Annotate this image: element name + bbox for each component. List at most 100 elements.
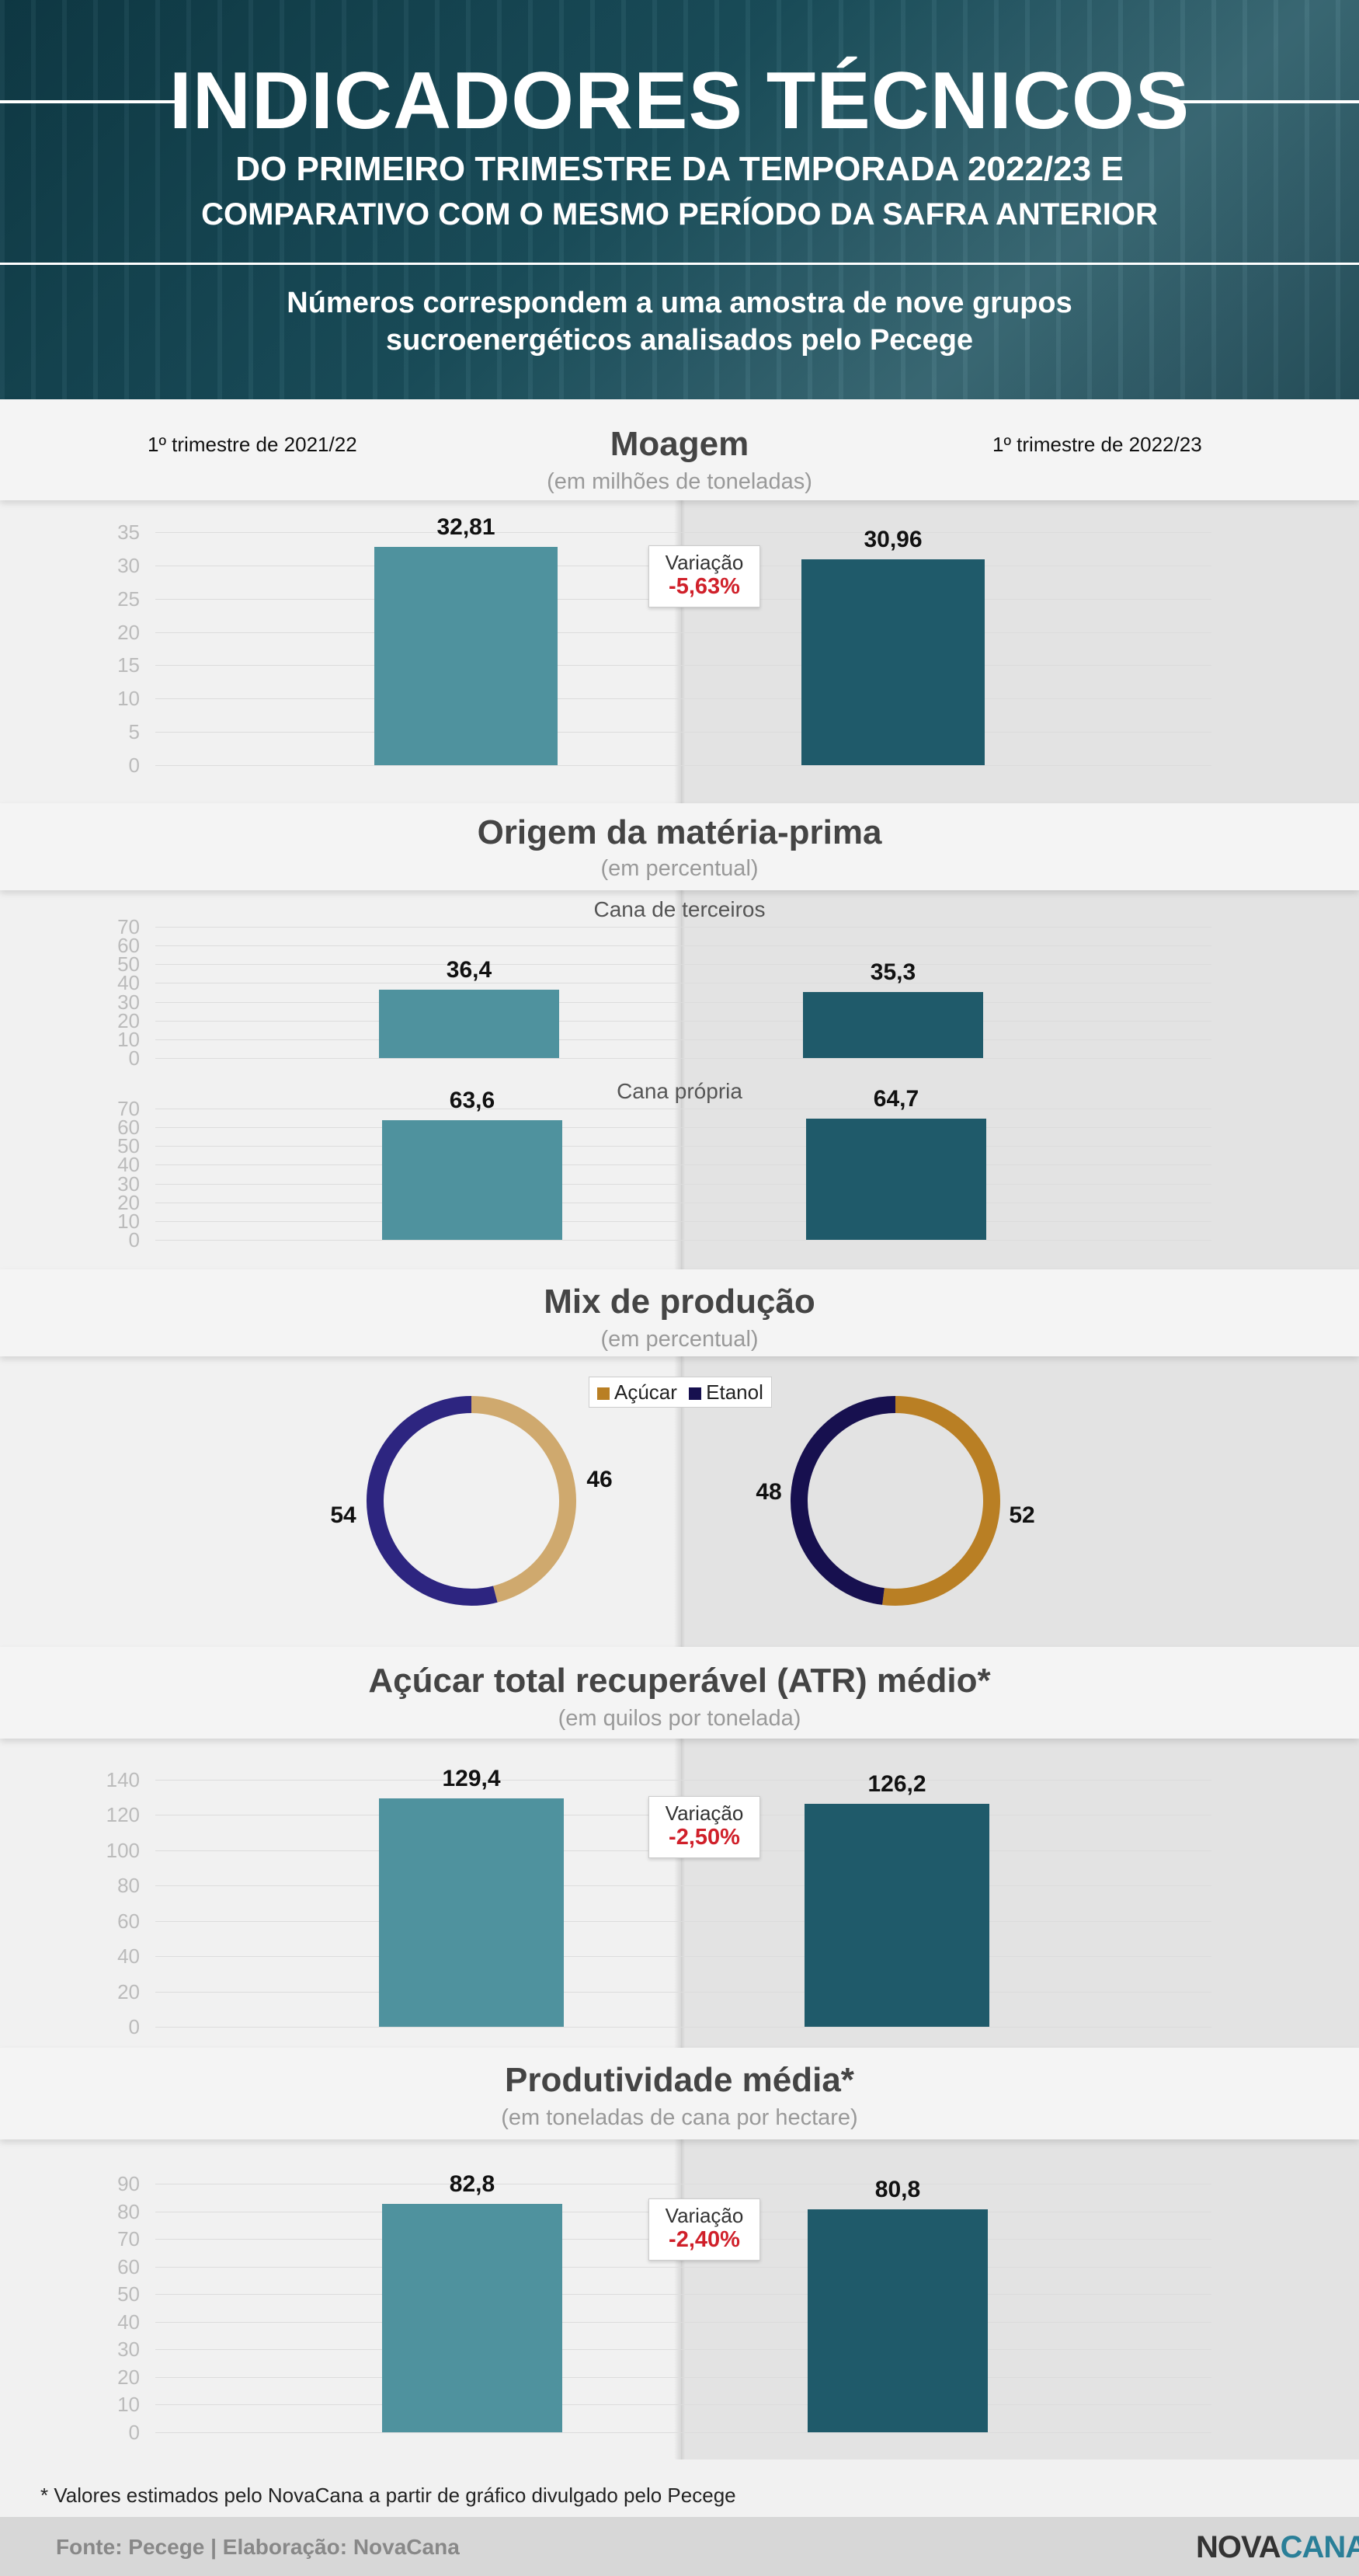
mix-subtitle: (em percentual) [600, 1327, 759, 1352]
origem-subtitle: (em percentual) [600, 856, 759, 881]
moagem-gridline [155, 732, 1211, 733]
origem-panel1-label: Cana de terceiros [593, 897, 766, 921]
produtividade-ytick: 60 [117, 2254, 140, 2278]
header-background-texture [0, 0, 1359, 399]
novacana-logo: NOVACANA [1196, 2529, 1359, 2565]
produtividade-gridline [155, 2294, 1211, 2296]
origem-propria-ytick: 60 [117, 1116, 140, 1140]
atr-gridline [155, 1920, 1211, 1922]
section-band-mix [0, 1269, 1359, 1356]
moagem-ytick: 35 [117, 520, 140, 544]
moagem-title: Moagem [610, 425, 749, 463]
origem-propria-gridline [155, 1146, 1211, 1147]
donut-right-acucar-slice [882, 1396, 1000, 1606]
produtividade-gridline [155, 2349, 1211, 2351]
atr-bar-2021-22 [379, 1798, 564, 2027]
atr-variation-value: -2,50% [669, 1825, 740, 1850]
donut-left-etanol-label: 54 [330, 1502, 356, 1528]
produtividade-ytick: 10 [117, 2393, 140, 2417]
origem-terceiros-ytick: 40 [117, 971, 140, 995]
origem-terceiros-gridline [155, 964, 1211, 966]
produtividade-gridline [155, 2404, 1211, 2406]
moagem-variation-value: -5,63% [669, 574, 740, 599]
atr-ytick: 100 [106, 1838, 140, 1862]
header-banner: INDICADORES TÉCNICOS DO PRIMEIRO TRIMEST… [0, 0, 1359, 399]
origem-propria-gridline [155, 1127, 1211, 1129]
title-rule-right [1174, 100, 1359, 103]
produtividade-bar-2022-23 [808, 2209, 988, 2432]
legend-label-acucar: Açúcar [614, 1380, 677, 1404]
donut-2022-23 [791, 1396, 1000, 1606]
moagem-value-label-2022-23: 30,96 [864, 526, 923, 552]
origem-propria-ytick: 40 [117, 1153, 140, 1177]
source-credit: Fonte: Pecege | Elaboração: NovaCana [56, 2535, 460, 2559]
produtividade-variation-value: -2,40% [669, 2227, 740, 2252]
produtividade-ytick: 40 [117, 2310, 140, 2334]
origem-terceiros-ytick: 20 [117, 1008, 140, 1032]
origem-terceiros-ytick: 0 [128, 1046, 140, 1070]
origem-propria-ytick: 70 [117, 1097, 140, 1120]
origem-propria-ytick: 10 [117, 1209, 140, 1233]
atr-bar-2022-23 [805, 1804, 989, 2027]
moagem-gridline [155, 665, 1211, 667]
origem-propria-ytick: 30 [117, 1171, 140, 1196]
produtividade-gridline [155, 2266, 1211, 2268]
origem-terceiros-gridline [155, 1001, 1211, 1003]
origem-terceiros-bar-2022-23 [803, 991, 983, 1058]
moagem-variation-label: Variação [665, 551, 744, 574]
moagem-ytick: 0 [128, 754, 140, 777]
atr-ytick: 20 [117, 1979, 140, 2003]
footer-bar [0, 2517, 1359, 2576]
origem-terceiros-gridline [155, 945, 1211, 947]
moagem-ytick: 5 [128, 720, 140, 744]
origem-propria-ytick: 0 [128, 1228, 140, 1251]
title-rule-left [0, 100, 185, 103]
origem-propria-bar-2021-22 [382, 1120, 562, 1240]
donut-left-etanol-slice [367, 1396, 498, 1606]
atr-variation-label: Variação [665, 1801, 744, 1825]
page-title-line2: DO PRIMEIRO TRIMESTRE DA TEMPORADA 2022/… [235, 150, 1124, 188]
atr-ytick: 120 [106, 1803, 140, 1827]
logo-part1: NOVA [1196, 2530, 1281, 2564]
moagem-gridline [155, 632, 1211, 633]
origem-terceiros-gridline [155, 1039, 1211, 1040]
atr-ytick: 0 [128, 2015, 140, 2038]
produtividade-title: Produtividade média* [505, 2061, 854, 2099]
origem-terceiros-gridline [155, 927, 1211, 928]
atr-gridline [155, 1885, 1211, 1887]
origem-propria-bar-2022-23 [806, 1118, 986, 1240]
atr-variation-box: Variação -2,50% [648, 1796, 760, 1858]
period-label-left: 1º trimestre de 2021/22 [148, 433, 357, 456]
page-title-line3: COMPARATIVO COM O MESMO PERÍODO DA SAFRA… [201, 197, 1158, 231]
produtividade-gridline [155, 2432, 1211, 2433]
legend-swatch-acucar [597, 1387, 610, 1401]
atr-subtitle: (em quilos por tonelada) [558, 1706, 801, 1731]
origem-title: Origem da matéria-prima [477, 813, 882, 851]
produtividade-value-label-2021-22: 82,8 [449, 2170, 495, 2197]
footnote: * Valores estimados pelo NovaCana a part… [40, 2484, 736, 2507]
produtividade-ytick: 20 [117, 2365, 140, 2389]
produtividade-bar-2021-22 [382, 2203, 562, 2432]
header-divider [0, 263, 1359, 265]
origem-terceiros-bar-2021-22 [379, 990, 559, 1058]
produtividade-ytick: 0 [128, 2421, 140, 2444]
produtividade-ytick: 80 [117, 2199, 140, 2223]
origem-terceiros-ytick: 60 [117, 934, 140, 958]
donut-right-etanol-label: 48 [756, 1479, 782, 1505]
logo-part2: CANA [1280, 2530, 1359, 2564]
atr-ytick: 140 [106, 1768, 140, 1791]
origem-terceiros-ytick: 50 [117, 952, 140, 976]
donut-left-acucar-label: 46 [586, 1467, 613, 1492]
moagem-variation-box: Variação -5,63% [648, 545, 760, 607]
donut-left-acucar-slice [471, 1396, 576, 1603]
produtividade-ytick: 90 [117, 2172, 140, 2195]
atr-ytick: 60 [117, 1909, 140, 1933]
moagem-ytick: 25 [117, 587, 140, 611]
mix-donut-svg [367, 1396, 1000, 1606]
produtividade-ytick: 50 [117, 2282, 140, 2306]
produtividade-gridline [155, 2321, 1211, 2323]
origem-terceiros-ytick: 70 [117, 915, 140, 938]
origem-terceiros-value-label-2022-23: 35,3 [870, 959, 916, 985]
produtividade-ytick: 30 [117, 2338, 140, 2362]
section-band-origem [0, 803, 1359, 890]
